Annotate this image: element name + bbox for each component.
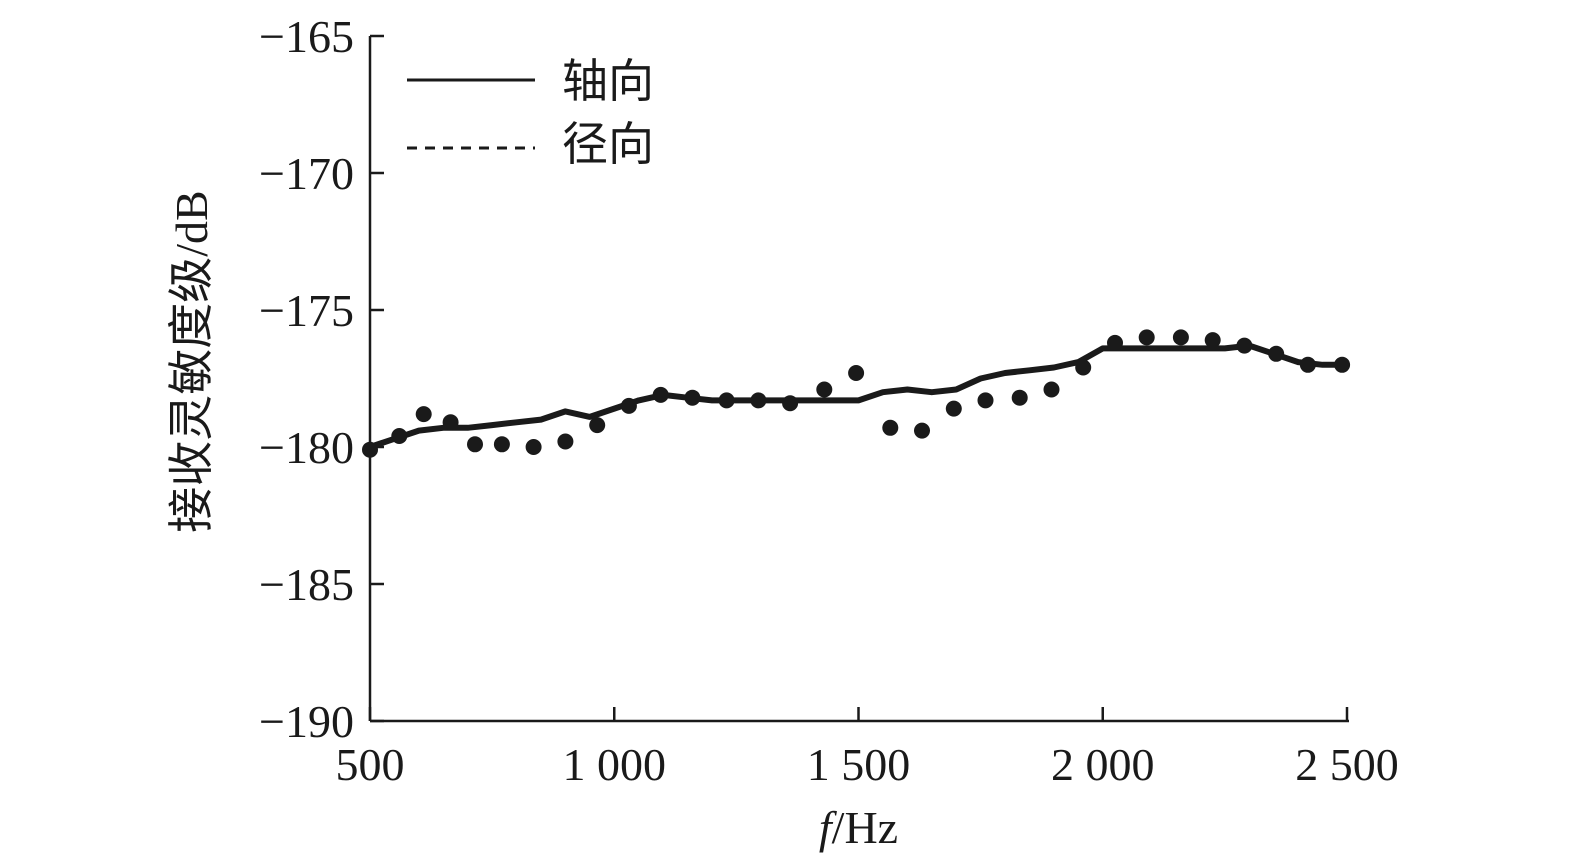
series-point-radial [415, 406, 432, 423]
y-tick-label: −190 [259, 696, 354, 747]
x-tick-label: 2 000 [1051, 739, 1155, 790]
series-group [362, 329, 1351, 458]
series-point-radial [1236, 337, 1253, 354]
y-tick-label: −170 [259, 148, 354, 199]
series-point-radial [1334, 356, 1351, 373]
x-axis-title: f/Hz [819, 802, 898, 853]
y-tick-label: −165 [259, 11, 354, 62]
legend-label-axial: 轴向 [562, 56, 654, 107]
x-tick-label: 2 500 [1295, 739, 1399, 790]
series-point-radial [467, 436, 483, 453]
series-point-radial [557, 433, 574, 450]
series-point-radial [945, 400, 962, 417]
series-point-radial [391, 428, 408, 444]
series-point-radial [442, 414, 459, 431]
series-point-radial [1268, 345, 1285, 362]
y-tick-label: −175 [259, 285, 354, 336]
series-point-radial [718, 392, 735, 409]
series-point-radial [816, 381, 833, 398]
legend: 轴向 径向 [407, 56, 654, 170]
y-tick-label: −180 [259, 422, 354, 473]
series-point-radial [1299, 356, 1316, 373]
series-point-radial [1204, 332, 1221, 349]
series-point-radial [782, 395, 799, 412]
series-point-radial [652, 386, 669, 403]
x-tick-label: 500 [336, 739, 405, 790]
y-ticks: −190 −185 −180 −175 −170 −165 [259, 11, 384, 747]
series-point-radial [362, 441, 378, 458]
series-point-radial [589, 417, 606, 434]
series-point-radial [1172, 329, 1189, 346]
legend-label-radial: 径向 [562, 119, 654, 170]
series-point-radial [977, 392, 994, 409]
series-point-radial [1107, 334, 1123, 351]
series-point-radial [493, 436, 510, 453]
axes: −190 −185 −180 −175 −170 −165 500 1 000 1 500 2 … [259, 11, 1399, 790]
series-point-radial [750, 392, 767, 409]
y-axis-title: 接收灵敏度级/dB [166, 190, 217, 532]
series-point-radial [1011, 389, 1028, 406]
series-point-radial [848, 365, 865, 381]
x-axis-title-unit: /Hz [832, 802, 898, 853]
plot-area [362, 329, 1351, 458]
series-point-radial [1138, 329, 1155, 346]
series-line-axial [367, 342, 1350, 450]
x-ticks: 500 1 000 1 500 2 000 2 500 [336, 707, 1399, 790]
series-point-radial [525, 439, 542, 455]
x-tick-label: 1 000 [563, 739, 667, 790]
series-point-radial [620, 397, 637, 414]
series-point-radial [914, 422, 930, 439]
series-point-radial [1075, 359, 1092, 376]
y-tick-label: −185 [259, 559, 354, 610]
series-point-radial [684, 389, 701, 406]
x-tick-label: 1 500 [807, 739, 911, 790]
series-point-radial [882, 419, 899, 436]
series-point-radial [1043, 381, 1060, 398]
